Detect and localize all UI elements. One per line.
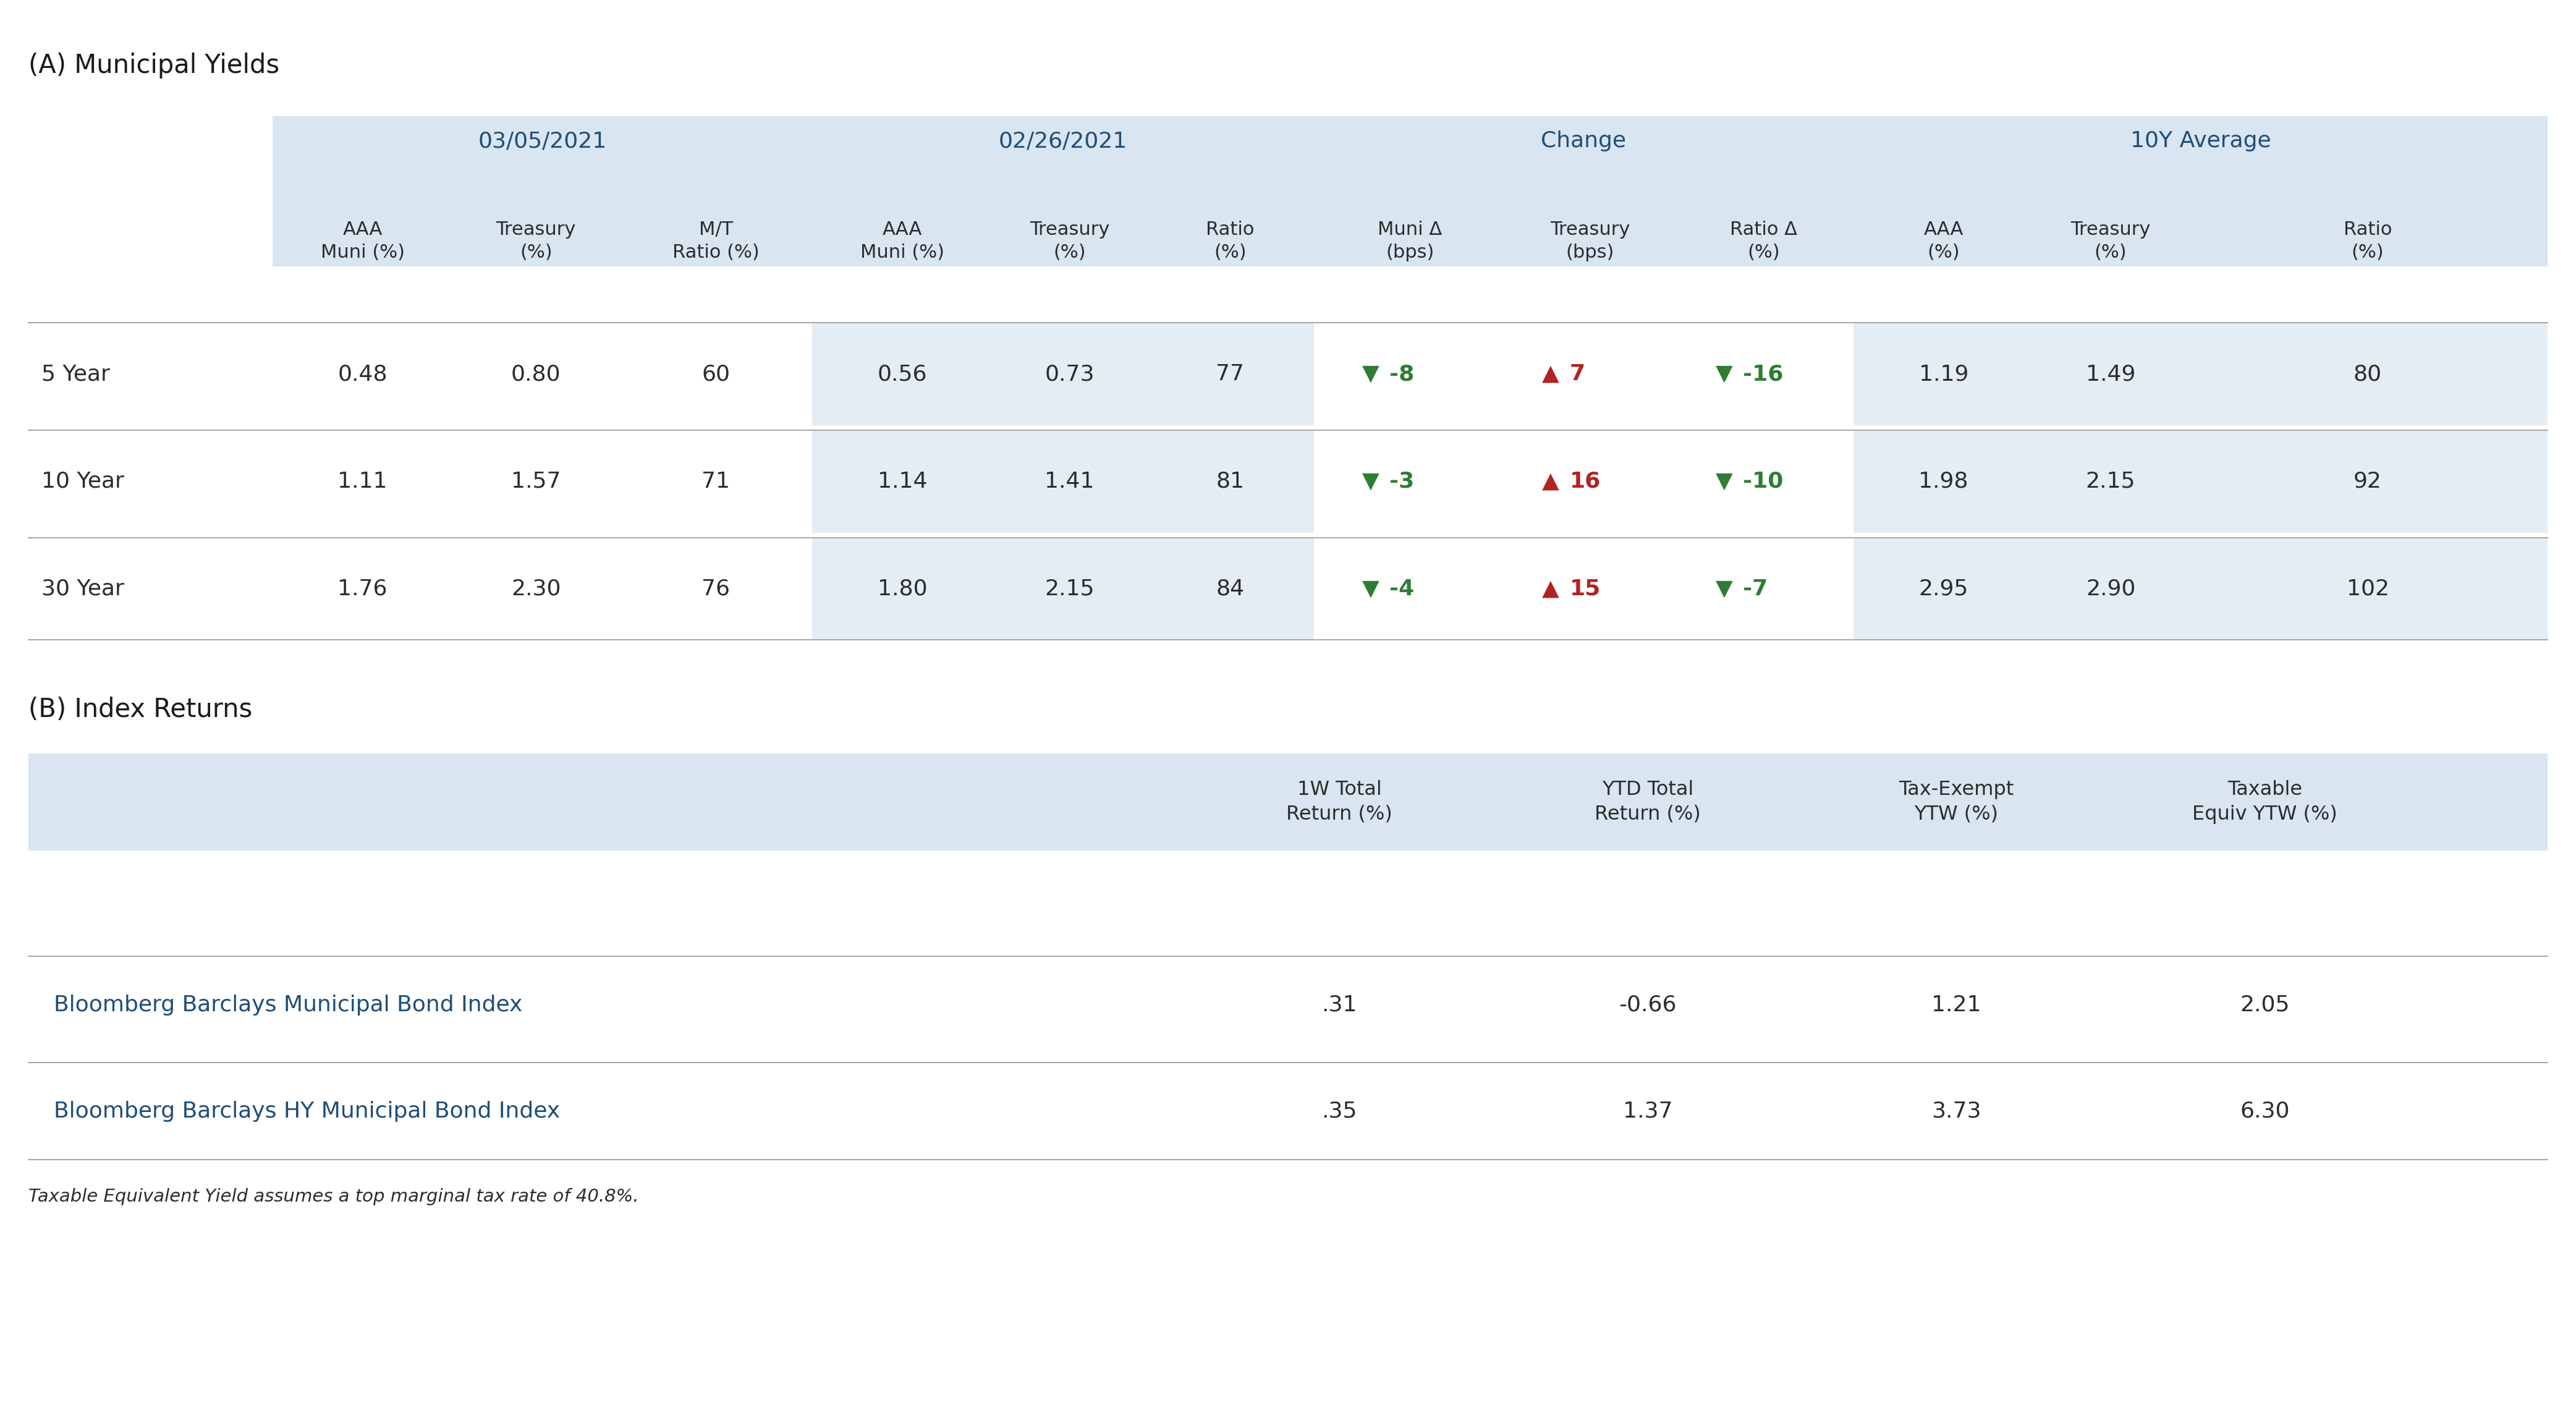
Text: 16: 16 xyxy=(1569,471,1600,492)
Text: AAA
(%): AAA (%) xyxy=(1924,221,1963,261)
Text: -3: -3 xyxy=(1388,471,1414,492)
Text: 1.37: 1.37 xyxy=(1623,1101,1672,1122)
Text: Muni Δ
(bps): Muni Δ (bps) xyxy=(1378,221,1443,261)
Bar xyxy=(811,431,1314,532)
Text: 1.11: 1.11 xyxy=(337,471,386,492)
Text: -7: -7 xyxy=(1744,579,1767,599)
Text: ▼: ▼ xyxy=(1363,364,1378,385)
Bar xyxy=(28,753,2548,850)
Bar xyxy=(811,322,1314,425)
Text: 30 Year: 30 Year xyxy=(41,579,124,599)
Text: 2.15: 2.15 xyxy=(2087,471,2136,492)
Text: Ratio Δ
(%): Ratio Δ (%) xyxy=(1731,221,1798,261)
Text: 2.90: 2.90 xyxy=(2087,579,2136,599)
Text: Ratio
(%): Ratio (%) xyxy=(1206,221,1255,261)
Text: 1.41: 1.41 xyxy=(1046,471,1095,492)
Text: 1W Total
Return (%): 1W Total Return (%) xyxy=(1285,780,1394,824)
Text: 2.05: 2.05 xyxy=(2241,994,2290,1015)
Text: 71: 71 xyxy=(701,471,729,492)
Text: -16: -16 xyxy=(1744,364,1783,385)
Bar xyxy=(273,117,2548,267)
Text: ▼: ▼ xyxy=(1363,579,1378,599)
Text: -0.66: -0.66 xyxy=(1620,994,1677,1015)
Text: 1.19: 1.19 xyxy=(1919,364,1968,385)
Text: 76: 76 xyxy=(701,579,729,599)
Text: ▼: ▼ xyxy=(1363,471,1378,492)
Text: 3.73: 3.73 xyxy=(1932,1101,1981,1122)
Bar xyxy=(1855,538,2548,640)
Text: 02/26/2021: 02/26/2021 xyxy=(999,130,1128,151)
Text: -4: -4 xyxy=(1388,579,1414,599)
Text: 81: 81 xyxy=(1216,471,1244,492)
Text: 1.80: 1.80 xyxy=(878,579,927,599)
Text: 0.48: 0.48 xyxy=(337,364,386,385)
Text: 0.56: 0.56 xyxy=(878,364,927,385)
Text: Treasury
(%): Treasury (%) xyxy=(1030,221,1110,261)
Text: Ratio
(%): Ratio (%) xyxy=(2344,221,2393,261)
Text: 6.30: 6.30 xyxy=(2241,1101,2290,1122)
Text: 77: 77 xyxy=(1216,364,1244,385)
Text: Change: Change xyxy=(1540,130,1625,151)
Text: 10Y Average: 10Y Average xyxy=(2130,130,2272,151)
Text: 1.21: 1.21 xyxy=(1932,994,1981,1015)
Text: 1.76: 1.76 xyxy=(337,579,386,599)
Text: .31: .31 xyxy=(1321,994,1358,1015)
Text: .35: .35 xyxy=(1321,1101,1358,1122)
Text: 0.80: 0.80 xyxy=(510,364,562,385)
Text: ▼: ▼ xyxy=(1716,579,1734,599)
Text: Taxable
Equiv YTW (%): Taxable Equiv YTW (%) xyxy=(2192,780,2336,824)
Text: 1.57: 1.57 xyxy=(510,471,562,492)
Text: 60: 60 xyxy=(701,364,729,385)
Text: 2.15: 2.15 xyxy=(1046,579,1095,599)
Text: ▲: ▲ xyxy=(1543,579,1558,599)
Text: AAA
Muni (%): AAA Muni (%) xyxy=(319,221,404,261)
Text: 5 Year: 5 Year xyxy=(41,364,111,385)
Text: Bloomberg Barclays HY Municipal Bond Index: Bloomberg Barclays HY Municipal Bond Ind… xyxy=(54,1101,559,1122)
Text: Treasury
(%): Treasury (%) xyxy=(2071,221,2151,261)
Text: 84: 84 xyxy=(1216,579,1244,599)
Text: ▲: ▲ xyxy=(1543,471,1558,492)
Text: 7: 7 xyxy=(1569,364,1584,385)
Text: 80: 80 xyxy=(2354,364,2383,385)
Bar xyxy=(1855,431,2548,532)
Text: Bloomberg Barclays Municipal Bond Index: Bloomberg Barclays Municipal Bond Index xyxy=(54,994,523,1015)
Text: 1.98: 1.98 xyxy=(1919,471,1968,492)
Text: Taxable Equivalent Yield assumes a top marginal tax rate of 40.8%.: Taxable Equivalent Yield assumes a top m… xyxy=(28,1188,639,1205)
Text: (B) Index Returns: (B) Index Returns xyxy=(28,697,252,723)
Text: AAA
Muni (%): AAA Muni (%) xyxy=(860,221,945,261)
Text: 1.14: 1.14 xyxy=(878,471,927,492)
Text: -8: -8 xyxy=(1388,364,1414,385)
Text: Tax-Exempt
YTW (%): Tax-Exempt YTW (%) xyxy=(1899,780,2014,824)
Text: 10 Year: 10 Year xyxy=(41,471,124,492)
Text: 102: 102 xyxy=(2347,579,2388,599)
Text: 1.49: 1.49 xyxy=(2087,364,2136,385)
Bar xyxy=(1855,322,2548,425)
Text: Treasury
(%): Treasury (%) xyxy=(497,221,577,261)
Text: 15: 15 xyxy=(1569,579,1600,599)
Text: 03/05/2021: 03/05/2021 xyxy=(479,130,608,151)
Text: 2.95: 2.95 xyxy=(1919,579,1968,599)
Text: ▲: ▲ xyxy=(1543,364,1558,385)
Text: 2.30: 2.30 xyxy=(510,579,562,599)
Bar xyxy=(811,538,1314,640)
Text: 0.73: 0.73 xyxy=(1046,364,1095,385)
Text: -10: -10 xyxy=(1744,471,1783,492)
Text: YTD Total
Return (%): YTD Total Return (%) xyxy=(1595,780,1700,824)
Text: M/T
Ratio (%): M/T Ratio (%) xyxy=(672,221,760,261)
Text: Treasury
(bps): Treasury (bps) xyxy=(1551,221,1631,261)
Text: (A) Municipal Yields: (A) Municipal Yields xyxy=(28,53,278,78)
Text: ▼: ▼ xyxy=(1716,471,1734,492)
Text: 92: 92 xyxy=(2354,471,2383,492)
Text: ▼: ▼ xyxy=(1716,364,1734,385)
